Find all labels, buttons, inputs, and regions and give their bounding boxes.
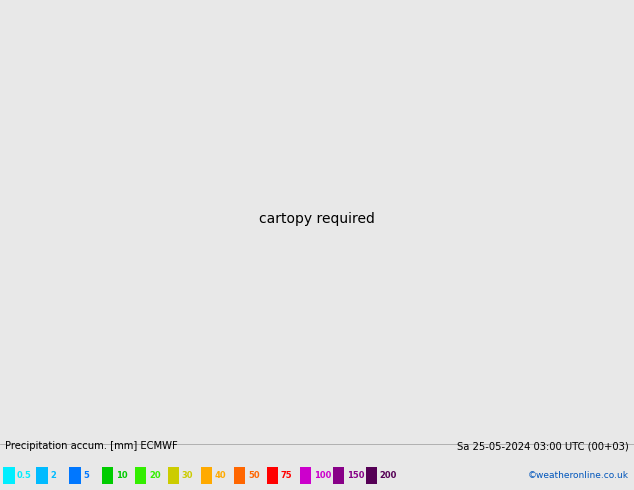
- Bar: [3, 467, 15, 484]
- Text: 2: 2: [50, 471, 56, 480]
- Bar: [333, 467, 344, 484]
- Text: 150: 150: [347, 471, 365, 480]
- Text: 75: 75: [281, 471, 292, 480]
- Bar: [267, 467, 278, 484]
- Text: ©weatheronline.co.uk: ©weatheronline.co.uk: [528, 471, 629, 480]
- Text: Sa 25-05-2024 03:00 UTC (00+03): Sa 25-05-2024 03:00 UTC (00+03): [457, 441, 629, 451]
- Bar: [168, 467, 179, 484]
- Bar: [69, 467, 81, 484]
- Text: 100: 100: [314, 471, 331, 480]
- Text: 10: 10: [116, 471, 127, 480]
- Text: 5: 5: [83, 471, 89, 480]
- Bar: [234, 467, 245, 484]
- Bar: [366, 467, 377, 484]
- Text: 30: 30: [182, 471, 193, 480]
- Text: cartopy required: cartopy required: [259, 212, 375, 226]
- Bar: [300, 467, 311, 484]
- Text: 200: 200: [380, 471, 397, 480]
- Bar: [201, 467, 212, 484]
- Bar: [36, 467, 48, 484]
- Text: 40: 40: [215, 471, 226, 480]
- Bar: [102, 467, 113, 484]
- Text: Precipitation accum. [mm] ECMWF: Precipitation accum. [mm] ECMWF: [5, 441, 178, 451]
- Text: 50: 50: [248, 471, 259, 480]
- Text: 0.5: 0.5: [17, 471, 32, 480]
- Bar: [135, 467, 146, 484]
- Text: 20: 20: [149, 471, 160, 480]
